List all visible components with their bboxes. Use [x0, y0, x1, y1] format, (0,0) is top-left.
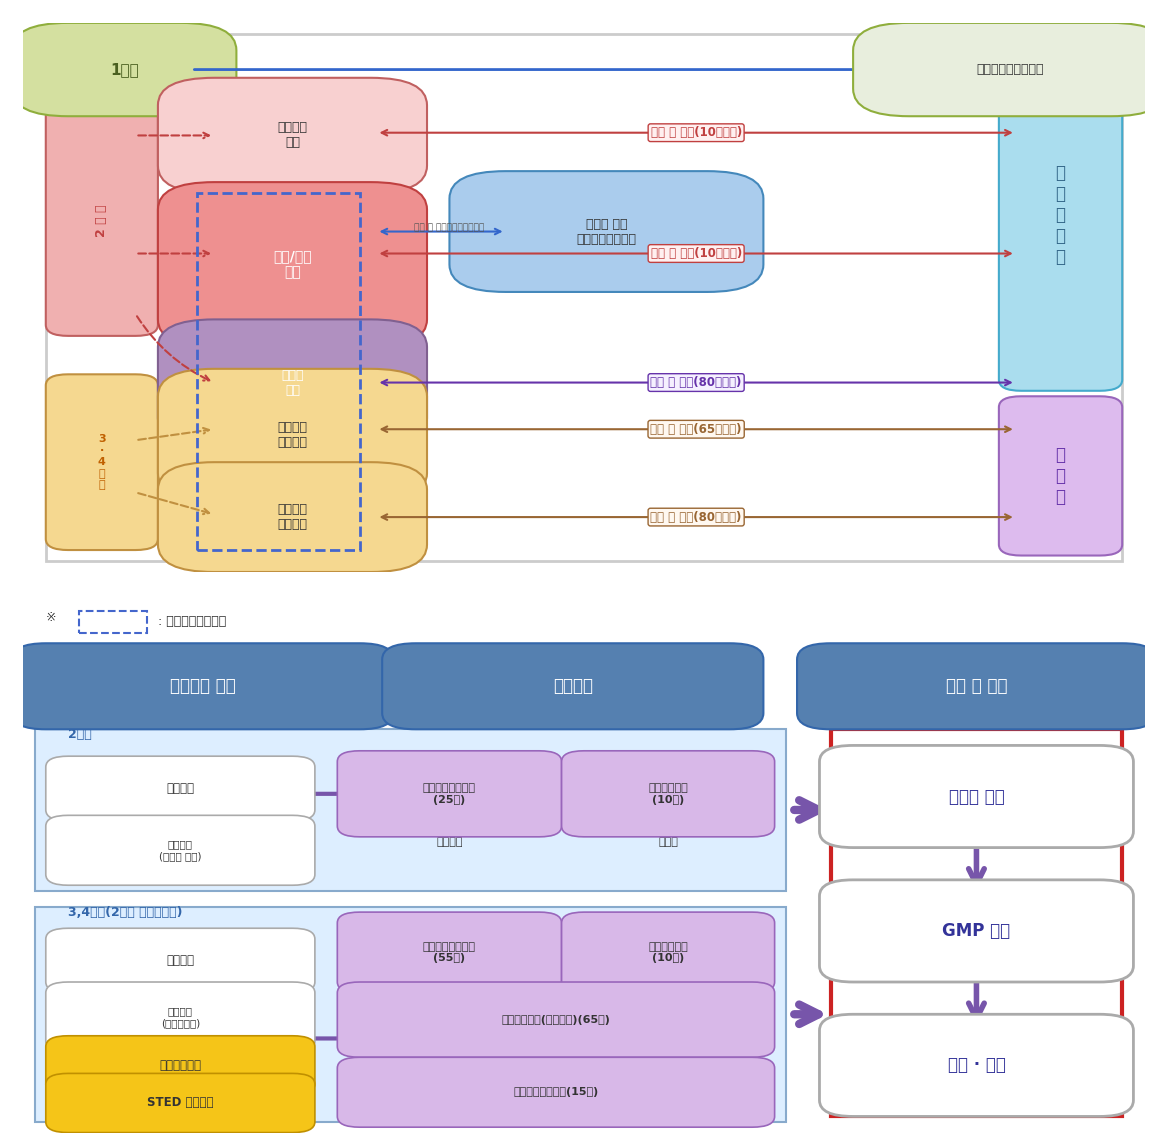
Text: 지방청: 지방청	[658, 837, 679, 847]
FancyBboxPatch shape	[338, 982, 774, 1057]
Text: 식
약
처: 식 약 처	[1056, 446, 1065, 506]
Text: 기술문서심사의뢰
(25일): 기술문서심사의뢰 (25일)	[423, 782, 475, 804]
FancyBboxPatch shape	[46, 1073, 315, 1133]
FancyBboxPatch shape	[158, 368, 427, 501]
FancyBboxPatch shape	[562, 912, 774, 993]
FancyBboxPatch shape	[35, 730, 786, 890]
Text: 신청 및 허가(10일이내): 신청 및 허가(10일이내)	[651, 126, 742, 140]
Text: 민간기관: 민간기관	[436, 837, 463, 847]
Text: 심사진행: 심사진행	[552, 677, 593, 696]
FancyBboxPatch shape	[46, 816, 315, 885]
Text: 신청 및 허가(80일이내): 신청 및 허가(80일이내)	[651, 376, 742, 389]
Text: 품목허가신청(일괄검토)(65일): 품목허가신청(일괄검토)(65일)	[501, 1015, 611, 1025]
FancyBboxPatch shape	[158, 182, 427, 347]
Text: 지
방
식
약
청: 지 방 식 약 청	[1056, 165, 1065, 265]
Text: 임상시험자료심사(15일): 임상시험자료심사(15일)	[514, 1087, 598, 1097]
Text: 제조 · 판매: 제조 · 판매	[947, 1056, 1006, 1074]
FancyBboxPatch shape	[830, 730, 1122, 1117]
Text: 품목허가신청
(10일): 품목허가신청 (10일)	[648, 942, 688, 963]
FancyBboxPatch shape	[797, 643, 1156, 730]
Text: 본부: 본부	[409, 990, 423, 1000]
FancyBboxPatch shape	[450, 172, 764, 292]
Text: 품목허가신청
(10일): 품목허가신청 (10일)	[648, 782, 688, 804]
Text: GMP 심사: GMP 심사	[943, 922, 1010, 940]
Text: 기술문서심사의뢰
(55일): 기술문서심사의뢰 (55일)	[423, 942, 475, 963]
FancyBboxPatch shape	[820, 1015, 1133, 1117]
Text: 신청 및 허가(80일이내): 신청 및 허가(80일이내)	[651, 510, 742, 524]
Text: 2 등 급: 2 등 급	[96, 205, 109, 237]
Text: 3
·
4
등
급: 3 · 4 등 급	[98, 434, 106, 491]
Text: 허가증 발급: 허가증 발급	[948, 787, 1004, 805]
Text: 신청 및 기술문서직접통지서: 신청 및 기술문서직접통지서	[415, 223, 485, 232]
Text: 허가 및 판매: 허가 및 판매	[946, 677, 1007, 696]
Text: STED 관련자료: STED 관련자료	[147, 1096, 214, 1110]
FancyBboxPatch shape	[820, 746, 1133, 848]
FancyBboxPatch shape	[382, 643, 764, 730]
FancyBboxPatch shape	[338, 1057, 774, 1127]
FancyBboxPatch shape	[46, 374, 158, 550]
FancyBboxPatch shape	[338, 912, 562, 993]
FancyBboxPatch shape	[338, 750, 562, 837]
FancyBboxPatch shape	[158, 462, 427, 572]
Text: 2등급: 2등급	[68, 729, 92, 741]
FancyBboxPatch shape	[12, 23, 236, 117]
FancyBboxPatch shape	[35, 907, 786, 1122]
FancyBboxPatch shape	[46, 34, 1122, 561]
Text: 1등급: 1등급	[110, 62, 139, 77]
FancyBboxPatch shape	[12, 643, 394, 730]
FancyBboxPatch shape	[562, 750, 774, 837]
Text: : 기술문서심사대상: : 기술문서심사대상	[158, 615, 227, 628]
FancyBboxPatch shape	[158, 78, 427, 193]
FancyBboxPatch shape	[46, 982, 315, 1052]
Text: +: +	[545, 1062, 566, 1086]
Text: 임상자료
심사대상: 임상자료 심사대상	[278, 503, 307, 531]
Text: 심사서류 준비: 심사서류 준비	[169, 677, 236, 696]
Text: 기술문서
심사대상: 기술문서 심사대상	[278, 421, 307, 448]
FancyBboxPatch shape	[46, 105, 158, 336]
Text: 동등/개량
제품: 동등/개량 제품	[273, 249, 312, 279]
Text: 임상시험자료: 임상시험자료	[159, 1059, 201, 1072]
Text: 기술문서: 기술문서	[166, 782, 194, 795]
Text: 식약처 지정
기술문서심사기관: 식약처 지정 기술문서심사기관	[577, 217, 637, 246]
FancyBboxPatch shape	[999, 396, 1122, 556]
FancyBboxPatch shape	[999, 39, 1122, 391]
Text: 신청 및 허가(65일이내): 신청 및 허가(65일이내)	[651, 423, 742, 436]
Text: 첨부자료
(실측치자료): 첨부자료 (실측치자료)	[161, 1007, 200, 1027]
FancyBboxPatch shape	[46, 928, 315, 993]
Text: ※: ※	[46, 611, 56, 623]
Text: 전자민원시스템등록: 전자민원시스템등록	[976, 63, 1044, 76]
Text: 동등공고
제품: 동등공고 제품	[278, 121, 307, 150]
FancyBboxPatch shape	[820, 880, 1133, 982]
Text: 3,4등급(2등급 새로운제품): 3,4등급(2등급 새로운제품)	[68, 906, 182, 919]
FancyBboxPatch shape	[46, 756, 315, 820]
Text: 새로운
제품: 새로운 제품	[281, 368, 304, 397]
FancyBboxPatch shape	[853, 23, 1167, 117]
Text: 기술문서: 기술문서	[166, 954, 194, 967]
FancyBboxPatch shape	[46, 1035, 315, 1095]
Text: 첨부자료
(실측치 자료): 첨부자료 (실측치 자료)	[159, 840, 202, 861]
Text: 신청 및 허가(10일이내): 신청 및 허가(10일이내)	[651, 247, 742, 260]
FancyBboxPatch shape	[158, 319, 427, 446]
